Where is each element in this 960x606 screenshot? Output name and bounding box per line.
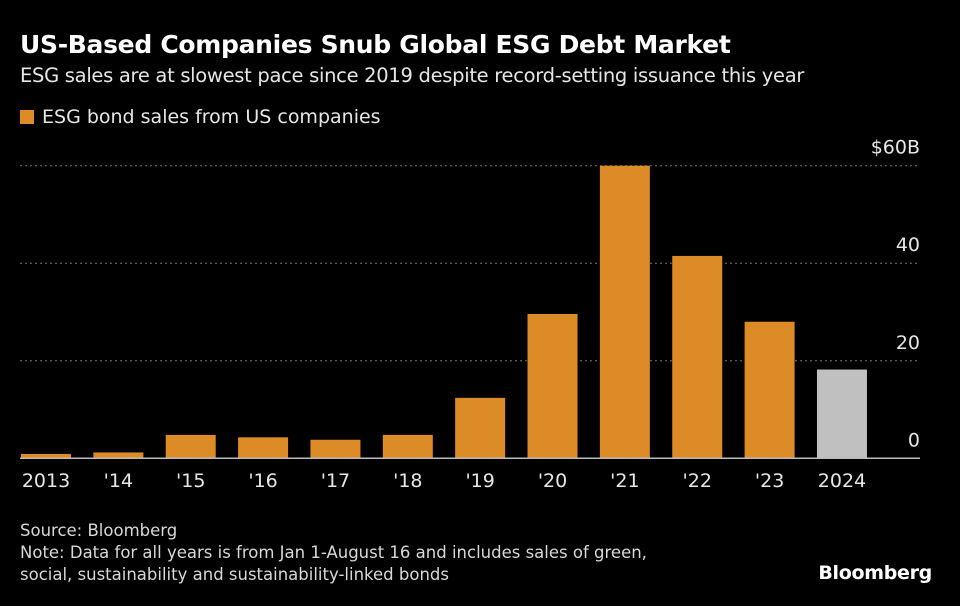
x-tick-label: '22 — [683, 470, 712, 492]
chart-subtitle: ESG sales are at slowest pace since 2019… — [20, 64, 805, 87]
chart-title: US-Based Companies Snub Global ESG Debt … — [20, 30, 731, 59]
bar-22 — [672, 255, 723, 459]
y-tick-label: 40 — [896, 234, 920, 256]
bar-18 — [382, 434, 433, 459]
x-tick-label: 2024 — [818, 470, 866, 492]
x-tick-label: '17 — [321, 470, 350, 492]
bar-15 — [165, 434, 216, 459]
bar-2013 — [21, 453, 71, 459]
bloomberg-logo: Bloomberg — [818, 562, 932, 584]
bar-2024 — [816, 369, 867, 459]
x-tick-label: '23 — [755, 470, 784, 492]
x-tick-label: '14 — [104, 470, 133, 492]
bar-16 — [238, 437, 289, 459]
bar-23 — [744, 321, 795, 459]
note-line-2: social, sustainability and sustainabilit… — [20, 565, 449, 584]
x-tick-label: '19 — [465, 470, 494, 492]
x-tick-label: '21 — [610, 470, 639, 492]
y-tick-label: 0 — [908, 429, 920, 451]
bar-20 — [527, 313, 578, 459]
x-tick-label: '20 — [538, 470, 567, 492]
x-tick-label: '16 — [248, 470, 277, 492]
bar-14 — [93, 452, 144, 459]
x-tick-label: '18 — [393, 470, 422, 492]
legend-label: ESG bond sales from US companies — [42, 106, 381, 128]
legend: ESG bond sales from US companies — [20, 106, 381, 128]
bar-21 — [599, 165, 650, 459]
note-line-1: Note: Data for all years is from Jan 1-A… — [20, 543, 647, 562]
bar-17 — [310, 439, 361, 459]
bar-19 — [455, 397, 506, 459]
x-tick-label: 2013 — [22, 470, 70, 492]
y-tick-label: $60B — [871, 137, 920, 159]
legend-swatch — [20, 110, 34, 124]
y-tick-label: 20 — [896, 332, 920, 354]
x-tick-label: '15 — [176, 470, 205, 492]
source-text: Source: Bloomberg — [20, 521, 178, 540]
